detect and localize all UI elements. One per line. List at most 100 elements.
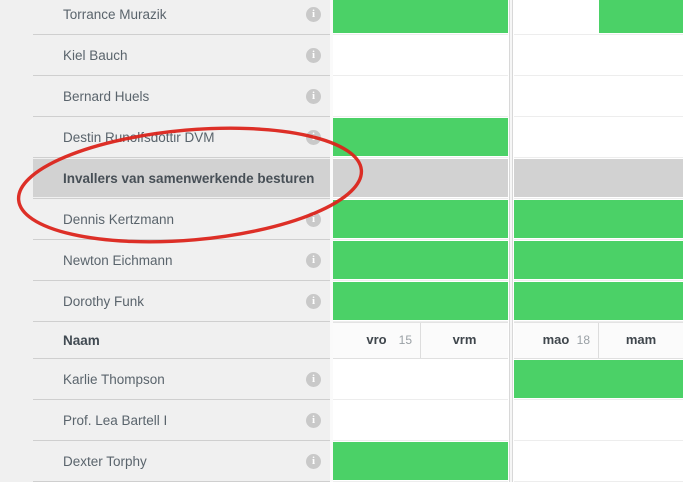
availability-cell-mam[interactable]	[599, 36, 683, 74]
availability-cell-vro[interactable]	[333, 241, 421, 279]
day-number-18: 18	[576, 333, 590, 347]
employee-name-cell[interactable]: Dexter Torphy i	[33, 441, 330, 482]
name-column-header-label: Naam	[63, 332, 100, 348]
column-header-vrm-label: vrm	[452, 332, 477, 347]
employee-name-cell[interactable]: Destin Runolfsdottir DVM i	[33, 117, 330, 158]
availability-cell-vrm[interactable]	[420, 118, 508, 156]
info-icon[interactable]: i	[306, 211, 321, 227]
availability-cell-mao[interactable]	[514, 442, 599, 480]
info-icon[interactable]: i	[306, 412, 321, 428]
left-margin	[0, 199, 33, 240]
employee-name-cell[interactable]: Dennis Kertzmann i	[33, 199, 330, 240]
day-group-2	[514, 35, 683, 76]
availability-cell-mao[interactable]	[514, 118, 599, 156]
availability-cell-vrm[interactable]	[421, 77, 509, 115]
availability-cell-mam[interactable]	[599, 442, 683, 480]
info-icon[interactable]: i	[306, 88, 321, 104]
availability-cell-vro[interactable]	[333, 360, 421, 398]
employee-name-cell[interactable]: Newton Eichmann i	[33, 240, 330, 281]
availability-cell-mao[interactable]	[514, 0, 599, 33]
employee-name: Dennis Kertzmann	[63, 211, 175, 227]
left-margin	[0, 322, 33, 359]
availability-cell-vrm[interactable]	[421, 360, 509, 398]
availability-cell-mao[interactable]	[514, 36, 599, 74]
left-margin	[0, 76, 33, 117]
info-icon[interactable]: i	[306, 371, 321, 387]
availability-cell-vro[interactable]	[333, 77, 421, 115]
availability-cell-vro[interactable]	[333, 36, 421, 74]
availability-cell-vrm[interactable]	[420, 0, 508, 33]
column-gap	[330, 441, 333, 482]
availability-cell-mam[interactable]	[598, 360, 683, 398]
availability-cell-mam[interactable]	[598, 282, 683, 320]
availability-cell-mam[interactable]	[599, 118, 683, 156]
availability-cell-mao[interactable]	[514, 360, 599, 398]
roster-row: Dennis Kertzmann i	[0, 199, 683, 240]
availability-cell-vro[interactable]	[333, 118, 421, 156]
day-group-separator	[508, 76, 514, 117]
day-group-separator	[508, 158, 514, 199]
day-group-2	[514, 240, 683, 281]
day-group-2	[514, 76, 683, 117]
availability-cell-mam[interactable]	[599, 77, 683, 115]
info-icon[interactable]: i	[306, 293, 321, 309]
roster-row: Kiel Bauch i	[0, 35, 683, 76]
left-margin	[0, 240, 33, 281]
availability-cell-mao[interactable]	[514, 282, 599, 320]
availability-cell-vrm[interactable]	[420, 282, 508, 320]
employee-name-cell[interactable]: Bernard Huels i	[33, 76, 330, 117]
day-group-header-2: mao 18 mam	[514, 322, 683, 359]
availability-cell-vro[interactable]	[333, 282, 421, 320]
table-header-row: Naam vro 15 vrm mao 18 mam	[0, 322, 683, 359]
column-gap	[330, 76, 333, 117]
column-header-vro-label: vro	[366, 332, 387, 347]
info-icon[interactable]: i	[306, 47, 321, 63]
availability-cell-vrm[interactable]	[420, 241, 508, 279]
column-header-mam-label: mam	[625, 332, 657, 347]
info-icon[interactable]: i	[306, 252, 321, 268]
employee-name: Prof. Lea Bartell I	[63, 412, 168, 428]
availability-cell-vrm[interactable]	[421, 401, 509, 439]
availability-cell-vro[interactable]	[333, 442, 421, 480]
availability-cell-mam[interactable]	[598, 241, 683, 279]
availability-cell-mao[interactable]	[514, 401, 599, 439]
availability-cell-mao[interactable]	[514, 77, 599, 115]
availability-cell-mao[interactable]	[514, 241, 599, 279]
section-name-cell: Invallers van samenwerkende besturen	[33, 158, 330, 199]
availability-cell-vro[interactable]	[333, 401, 421, 439]
employee-name: Torrance Murazik	[63, 6, 167, 22]
day-group-2	[514, 441, 683, 482]
employee-name-cell[interactable]: Prof. Lea Bartell I i	[33, 400, 330, 441]
column-gap	[330, 35, 333, 76]
employee-name-cell[interactable]: Dorothy Funk i	[33, 281, 330, 322]
column-header-mao[interactable]: mao 18	[514, 323, 599, 358]
day-group-1	[333, 117, 508, 158]
availability-cell-vro[interactable]	[333, 0, 421, 33]
info-icon[interactable]: i	[306, 129, 321, 145]
day-group-separator	[508, 35, 514, 76]
availability-cell-vrm[interactable]	[420, 442, 508, 480]
day-group-2	[514, 117, 683, 158]
availability-cell-vrm[interactable]	[420, 200, 508, 238]
availability-cell-mao[interactable]	[514, 200, 599, 238]
employee-name: Dexter Torphy	[63, 453, 147, 469]
column-header-mam[interactable]: mam	[599, 323, 683, 358]
employee-name-cell[interactable]: Karlie Thompson i	[33, 359, 330, 400]
column-gap	[330, 240, 333, 281]
employee-name-cell[interactable]: Kiel Bauch i	[33, 35, 330, 76]
info-icon[interactable]: i	[306, 453, 321, 469]
roster-row: Torrance Murazik i	[0, 0, 683, 35]
availability-cell-vrm[interactable]	[421, 36, 509, 74]
column-header-vrm[interactable]: vrm	[421, 323, 508, 358]
availability-cell-vro[interactable]	[333, 200, 421, 238]
day-group-1	[333, 400, 508, 441]
availability-cell-mam[interactable]	[599, 401, 683, 439]
info-icon[interactable]: i	[306, 6, 321, 22]
employee-name-cell[interactable]: Torrance Murazik i	[33, 0, 330, 35]
column-header-vro[interactable]: vro 15	[333, 323, 421, 358]
day-group-2	[514, 158, 683, 199]
availability-cell-mam[interactable]	[598, 0, 683, 33]
employee-name: Kiel Bauch	[63, 47, 128, 63]
availability-cell-mam[interactable]	[598, 200, 683, 238]
day-group-separator	[508, 199, 514, 240]
